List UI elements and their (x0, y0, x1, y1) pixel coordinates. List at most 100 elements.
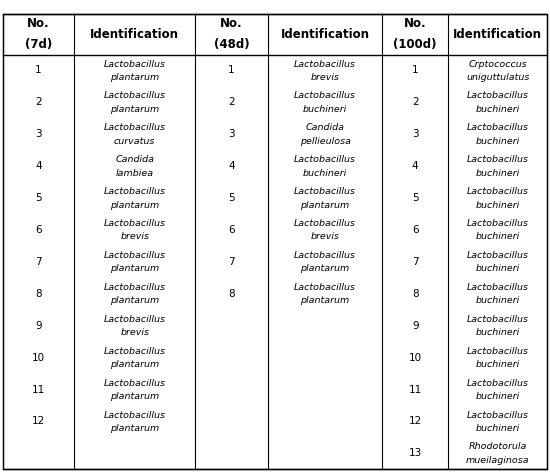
Text: 11: 11 (409, 384, 422, 394)
Text: Lactobacillus: Lactobacillus (467, 315, 529, 324)
Text: Lactobacillus: Lactobacillus (104, 187, 166, 196)
Text: 4: 4 (228, 161, 235, 171)
Text: (48d): (48d) (214, 38, 249, 51)
Text: 8: 8 (412, 289, 419, 299)
Text: Lactobacillus: Lactobacillus (104, 283, 166, 292)
Text: Lactobacillus: Lactobacillus (467, 410, 529, 419)
Text: 2: 2 (228, 97, 235, 108)
Text: buchineri: buchineri (303, 169, 347, 178)
Text: buchineri: buchineri (476, 169, 520, 178)
Text: brevis: brevis (311, 233, 339, 241)
Text: (100d): (100d) (393, 38, 437, 51)
Text: Lactobacillus: Lactobacillus (104, 91, 166, 100)
Text: plantarum: plantarum (110, 424, 160, 433)
Text: Lactobacillus: Lactobacillus (104, 346, 166, 356)
Text: plantarum: plantarum (110, 105, 160, 114)
Text: brevis: brevis (120, 233, 149, 241)
Text: Lactobacillus: Lactobacillus (104, 219, 166, 228)
Text: 4: 4 (412, 161, 419, 171)
Text: plantarum: plantarum (110, 392, 160, 401)
Text: 13: 13 (409, 448, 422, 458)
Text: uniguttulatus: uniguttulatus (466, 73, 530, 82)
Text: 9: 9 (412, 321, 419, 331)
Text: buchineri: buchineri (476, 328, 520, 337)
Text: pellieulosa: pellieulosa (300, 137, 350, 146)
Text: Candida: Candida (116, 155, 154, 164)
Text: Rhodotorula: Rhodotorula (469, 442, 527, 451)
Text: No.: No. (404, 18, 427, 30)
Text: buchineri: buchineri (476, 296, 520, 305)
Text: 10: 10 (409, 353, 422, 363)
Text: 10: 10 (32, 353, 45, 363)
Text: Lactobacillus: Lactobacillus (294, 187, 356, 196)
Text: Lactobacillus: Lactobacillus (294, 219, 356, 228)
Text: 6: 6 (412, 225, 419, 235)
Text: buchineri: buchineri (476, 105, 520, 114)
Text: Candida: Candida (306, 123, 344, 132)
Text: Lactobacillus: Lactobacillus (294, 60, 356, 69)
Text: 9: 9 (35, 321, 42, 331)
Text: buchineri: buchineri (476, 201, 520, 210)
Text: Lactobacillus: Lactobacillus (104, 123, 166, 132)
Text: No.: No. (220, 18, 243, 30)
Text: brevis: brevis (311, 73, 339, 82)
Text: buchineri: buchineri (476, 424, 520, 433)
Text: plantarum: plantarum (300, 264, 350, 273)
Text: Lactobacillus: Lactobacillus (104, 315, 166, 324)
Text: 7: 7 (35, 257, 42, 267)
Text: buchineri: buchineri (476, 360, 520, 369)
Text: 7: 7 (228, 257, 235, 267)
Text: 2: 2 (35, 97, 42, 108)
Text: No.: No. (27, 18, 50, 30)
Text: Lactobacillus: Lactobacillus (294, 155, 356, 164)
Text: Crptococcus: Crptococcus (469, 60, 527, 69)
Text: 7: 7 (412, 257, 419, 267)
Text: Lactobacillus: Lactobacillus (104, 60, 166, 69)
Text: 6: 6 (228, 225, 235, 235)
Text: 11: 11 (32, 384, 45, 394)
Text: plantarum: plantarum (110, 73, 160, 82)
Text: Lactobacillus: Lactobacillus (467, 123, 529, 132)
Text: 12: 12 (32, 416, 45, 427)
Text: Lactobacillus: Lactobacillus (467, 251, 529, 260)
Text: plantarum: plantarum (300, 296, 350, 305)
Text: buchineri: buchineri (476, 264, 520, 273)
Text: Lactobacillus: Lactobacillus (467, 283, 529, 292)
Text: 1: 1 (35, 65, 42, 75)
Text: 1: 1 (228, 65, 235, 75)
Text: (7d): (7d) (25, 38, 52, 51)
Text: Lactobacillus: Lactobacillus (294, 91, 356, 100)
Text: 8: 8 (228, 289, 235, 299)
Text: Lactobacillus: Lactobacillus (294, 283, 356, 292)
Text: 2: 2 (412, 97, 419, 108)
Text: Lactobacillus: Lactobacillus (467, 219, 529, 228)
Text: Lactobacillus: Lactobacillus (104, 379, 166, 388)
Text: mueilaginosa: mueilaginosa (466, 456, 530, 465)
Text: buchineri: buchineri (476, 233, 520, 241)
Text: 3: 3 (35, 129, 42, 139)
Text: 6: 6 (35, 225, 42, 235)
Text: Lactobacillus: Lactobacillus (104, 410, 166, 419)
Text: Identification: Identification (90, 28, 179, 41)
Text: 8: 8 (35, 289, 42, 299)
Text: 4: 4 (35, 161, 42, 171)
Text: lambiea: lambiea (116, 169, 154, 178)
Text: Lactobacillus: Lactobacillus (467, 379, 529, 388)
Text: plantarum: plantarum (300, 201, 350, 210)
Text: 1: 1 (412, 65, 419, 75)
Text: Lactobacillus: Lactobacillus (467, 155, 529, 164)
Text: plantarum: plantarum (110, 296, 160, 305)
Text: brevis: brevis (120, 328, 149, 337)
Text: 3: 3 (412, 129, 419, 139)
Text: Lactobacillus: Lactobacillus (467, 187, 529, 196)
Text: 5: 5 (412, 193, 419, 203)
Text: Lactobacillus: Lactobacillus (467, 346, 529, 356)
Text: buchineri: buchineri (476, 392, 520, 401)
Text: Lactobacillus: Lactobacillus (467, 91, 529, 100)
Text: Identification: Identification (280, 28, 370, 41)
Text: Identification: Identification (453, 28, 542, 41)
Text: 5: 5 (228, 193, 235, 203)
Text: 3: 3 (228, 129, 235, 139)
Text: plantarum: plantarum (110, 360, 160, 369)
Text: plantarum: plantarum (110, 264, 160, 273)
